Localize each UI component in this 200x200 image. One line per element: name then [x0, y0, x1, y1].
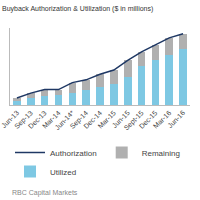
svg-text:Dec-15: Dec-15: [138, 109, 159, 130]
svg-text:Sept-15: Sept-15: [122, 109, 145, 132]
svg-text:Dec-14: Dec-14: [82, 109, 103, 130]
svg-text:Jun-15: Jun-15: [111, 109, 131, 129]
svg-text:Remaining: Remaining: [142, 149, 180, 158]
svg-text:Jun-13: Jun-13: [0, 109, 20, 129]
svg-text:Authorization: Authorization: [50, 149, 97, 158]
svg-text:Jun-14*: Jun-14*: [53, 109, 75, 131]
svg-text:Mar-14: Mar-14: [41, 109, 62, 130]
svg-text:RBC Capital Markets: RBC Capital Markets: [12, 189, 78, 197]
svg-text:Jun-16: Jun-16: [166, 109, 186, 129]
svg-text:Buyback Authorization & Utiliz: Buyback Authorization & Utilization ($ i…: [2, 5, 153, 13]
svg-text:Mar-15: Mar-15: [96, 109, 117, 130]
svg-text:Sep-14: Sep-14: [68, 109, 90, 131]
svg-text:Sep-13: Sep-13: [13, 109, 35, 131]
svg-text:Utilized: Utilized: [50, 168, 76, 177]
svg-text:Mar-16: Mar-16: [152, 109, 173, 130]
svg-text:Dec-13: Dec-13: [27, 109, 48, 130]
